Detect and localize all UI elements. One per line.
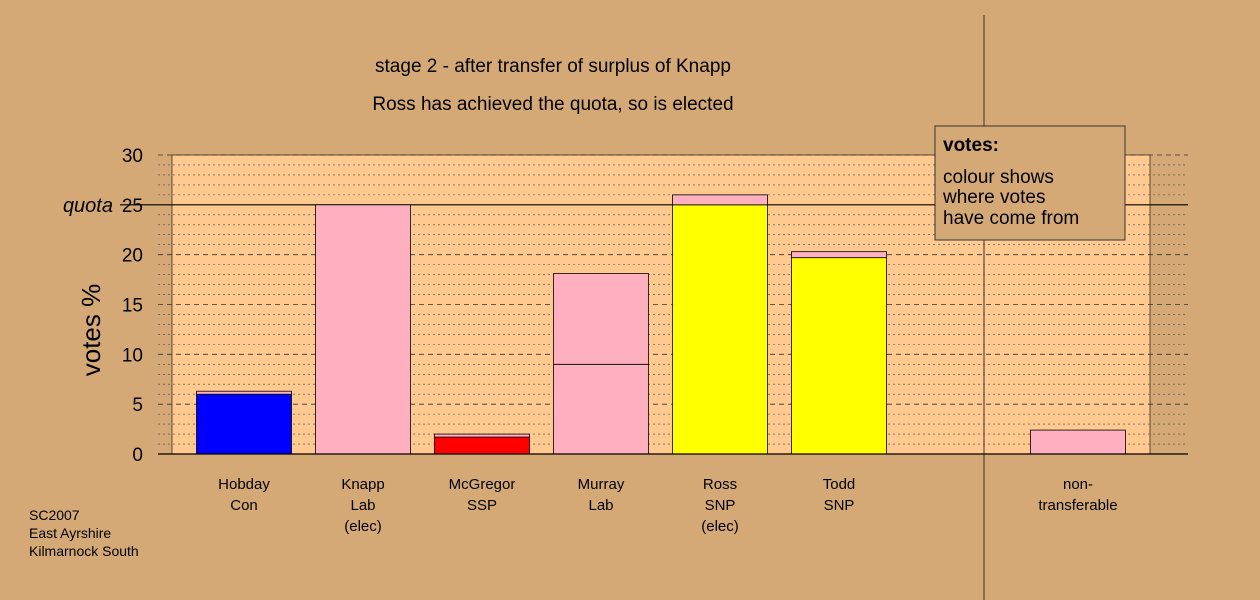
bars [196,194,1126,455]
y-axis-label: votes % [76,284,106,377]
x-tick-label: Ross [703,476,737,493]
x-tick-label: Knapp [341,476,384,493]
y-tick-label: 20 [122,246,143,267]
x-tick-label: Con [230,497,258,514]
council-name: East Ayrshire [29,525,112,541]
x-tick-label: Murray [578,476,625,493]
x-tick-label: (elec) [701,518,739,535]
x-tick-label: non- [1063,476,1093,493]
x-tick-label: SNP [705,497,736,514]
election-code: SC2007 [29,507,80,523]
bar-segment-murray-3 [553,363,649,455]
bar-segment-ross-2 [672,204,768,455]
y-tick-label: 30 [122,146,143,167]
legend-title: votes: [943,135,999,156]
bar-segment-mcgregor-1 [434,436,530,455]
bar-segment-hobday-0 [196,393,292,455]
bar-segment-mcgregor-4 [434,433,530,438]
y-tick-label: 0 [132,445,143,466]
x-tick-label: Lab [350,497,375,514]
x-tick-label: SSP [467,497,497,514]
x-tick-label: SNP [824,497,855,514]
x-tick-label: Hobday [218,476,270,493]
y-tick-label: 5 [132,395,143,416]
bar-segment-non-4 [1030,429,1126,455]
legend-box [934,125,1126,241]
legend-line-1: colour shows [943,167,1054,188]
legend-line-2: where votes [942,187,1045,208]
y-tick-labels: 0 5 10 15 20 25 30 [122,146,143,466]
x-tick-label: McGregor [449,476,516,493]
legend: votes: colour shows where votes have com… [934,125,1126,241]
y-tick-label: 25 [122,196,143,217]
bar-segment-todd-4 [791,251,887,259]
quota-label: quota [63,195,113,217]
x-tick-labels: Hobday Con Knapp Lab (elec) McGregor SSP Murray… [218,476,1117,535]
bar-segment-murray-4 [553,273,649,365]
x-tick-label: Todd [823,476,856,493]
y-tick-label: 10 [122,345,143,366]
bar-segment-knapp-3 [315,204,411,455]
bar-segment-todd-2 [791,257,887,455]
bar-segment-ross-4 [672,194,768,206]
x-tick-label: transferable [1038,497,1117,514]
y-tick-label: 15 [122,296,143,317]
chart-subtitle: Ross has achieved the quota, so is elect… [372,94,733,115]
constituency-info: SC2007 East Ayrshire Kilmarnock South [29,506,139,560]
bar-segment-hobday-4 [196,390,292,395]
x-tick-label: (elec) [344,518,382,535]
x-tick-label: Lab [588,497,613,514]
ward-name: Kilmarnock South [29,543,139,559]
chart-title: stage 2 - after transfer of surplus of K… [375,56,731,77]
legend-line-3: have come from [943,208,1079,229]
